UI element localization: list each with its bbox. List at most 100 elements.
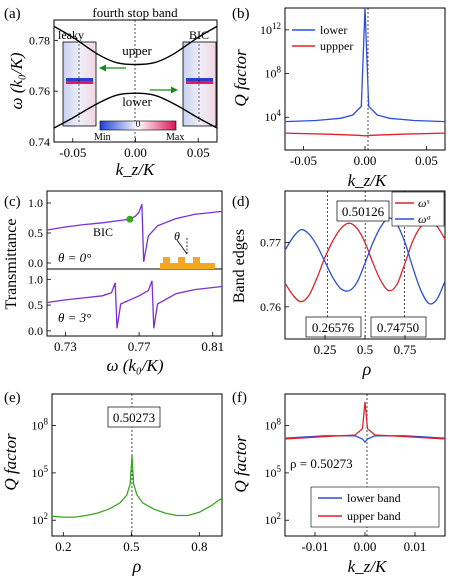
c-xtick-label: 0.73	[54, 339, 77, 354]
panel-b-legend: lower uppper	[292, 23, 353, 53]
bic-point-label: BIC	[93, 225, 113, 239]
c-xtick-label: 0.81	[201, 339, 224, 354]
arrow-to-leaky	[99, 64, 126, 72]
a-ytick-label: 0.74	[29, 135, 50, 149]
panel-d-ylabel: Band edges	[231, 229, 248, 303]
bic-field-pattern	[186, 44, 213, 124]
annotation-e: 0.50273	[107, 406, 161, 428]
svg-text:0.50126: 0.50126	[342, 204, 385, 219]
b-ytick-label: 108	[265, 65, 282, 81]
panel-d-xlabel: ρ	[362, 359, 372, 379]
panel-a: (a) fourth stop band leaky BIC upper low…	[4, 5, 218, 179]
panel-c-frame	[46, 190, 223, 337]
panel-a-ticks: -0.05 0.00 0.05 0.74 0.76 0.78	[29, 33, 210, 160]
panel-b: (b) lower uppper -0.05 0.00 0.05 104 108 1012…	[231, 6, 446, 190]
d-ytick-label: 0.76	[260, 300, 281, 314]
d-ytick-label: 0.77	[260, 235, 281, 249]
a-xtick-label: -0.05	[59, 145, 86, 160]
series-uppper-line	[284, 132, 446, 137]
panel-d-label: (d)	[232, 194, 250, 210]
annotation-left: 0.26576	[305, 316, 362, 338]
theta0-line	[46, 203, 223, 262]
legend-lower: lower	[320, 23, 347, 37]
colorbar-max: Max	[166, 132, 184, 143]
panel-e-xlabel: ρ	[132, 556, 142, 576]
legend-uppper: uppper	[320, 39, 353, 53]
a-ytick-label: 0.78	[29, 33, 50, 47]
d-xtick-label: 0.5	[357, 342, 373, 357]
panel-c: (c) BIC θ = 0° θ = 3° θ 0.73 0.77 0.810.00…	[3, 190, 224, 375]
c-top-ytick-label: 0.5	[28, 226, 43, 240]
legend-lower-band: lower band	[347, 491, 401, 505]
band-lower-line	[53, 92, 218, 129]
c-top-ytick-label: 0.0	[28, 256, 43, 270]
series-omega-a-line	[284, 217, 446, 305]
panel-f-xlabel: k_z/K	[348, 557, 388, 576]
panel-b-ylabel: Q factor	[231, 49, 250, 107]
panel-f-ylabel: Q factor	[231, 435, 250, 493]
colorbar	[99, 120, 177, 131]
c-bottom-ytick-label: 0.0	[28, 324, 43, 338]
f-xtick-label: 0.01	[404, 539, 427, 554]
panel-f-legend: lower band upper band	[310, 486, 440, 528]
f-ytick-label: 108	[265, 417, 282, 433]
e-xtick-label: 0.2	[55, 539, 71, 554]
svg-text:0.50273: 0.50273	[113, 410, 155, 425]
bic-label: BIC	[189, 28, 209, 42]
b-ytick-label: 104	[265, 108, 282, 124]
b-xtick-label: -0.05	[290, 153, 317, 168]
panel-a-series	[53, 25, 218, 129]
panel-c-label: (c)	[4, 194, 21, 210]
panel-f-ticks: -0.01 0.00 0.01 102 105 108	[265, 417, 427, 554]
band-upper-line	[53, 25, 218, 66]
panel-a-xlabel: k_z/K	[116, 160, 156, 179]
panel-a-ylabel: ω (k₀/K)	[7, 52, 26, 109]
panel-c-ticks: 0.73 0.77 0.81 0.0 0.5 1.0 0.0 0.5 1.0	[28, 196, 224, 354]
panel-b-label: (b)	[232, 6, 250, 22]
panel-b-xlabel: k_z/K	[348, 171, 388, 190]
lower-band-label: lower	[122, 94, 152, 109]
e-ytick-label: 108	[32, 417, 49, 433]
b-ytick-label: 1012	[260, 21, 281, 37]
panel-c-series	[46, 203, 223, 329]
c-xtick-label: 0.77	[128, 339, 151, 354]
colorbar-min: Min	[94, 132, 111, 143]
panel-d: (d) ωˢ ωᵃ 0.50126 0.26576 0.74750 0.25 0.…	[231, 190, 446, 379]
series-upper-band-line	[284, 401, 446, 440]
upper-band-label: upper	[122, 43, 152, 58]
grating-icon: θ	[160, 229, 215, 269]
series-omega-s-line	[284, 220, 446, 303]
legend-omega-a: ωᵃ	[418, 212, 431, 226]
annotation-middle: 0.50126	[336, 200, 390, 222]
f-ytick-label: 105	[265, 464, 282, 480]
a-xtick-label: 0.05	[187, 145, 210, 160]
leaky-field-pattern	[66, 44, 93, 124]
theta-top: θ = 0°	[58, 250, 91, 265]
panel-c-xlabel: ω (k₀/K)	[106, 356, 163, 375]
panel-e-label: (e)	[4, 390, 21, 406]
e-ytick-label: 105	[32, 464, 49, 480]
panel-b-series	[284, 7, 446, 137]
annotation-right: 0.74750	[370, 316, 427, 338]
theta3-line	[46, 280, 223, 329]
panel-e-ylabel: Q factor	[1, 433, 20, 491]
panel-f-series	[284, 401, 446, 444]
theta-bottom: θ = 3°	[58, 310, 91, 325]
d-xtick-label: 0.75	[394, 342, 417, 357]
panel-d-series	[284, 217, 446, 305]
f-xtick-label: -0.01	[301, 539, 328, 554]
arrow-to-bic	[150, 86, 178, 94]
legend-omega-s: ωˢ	[418, 196, 429, 210]
c-bottom-ytick-label: 0.5	[28, 298, 43, 312]
legend-upper-band: upper band	[347, 509, 401, 523]
panel-e-series	[51, 455, 223, 518]
e-ytick-label: 102	[32, 511, 49, 527]
c-top-ytick-label: 1.0	[28, 196, 43, 210]
q-rho-line	[51, 455, 223, 518]
bic-point	[126, 215, 134, 223]
e-xtick-label: 0.5	[123, 539, 139, 554]
c-bottom-ytick-label: 1.0	[28, 272, 43, 286]
panel-d-legend: ωˢ ωᵃ	[391, 191, 445, 227]
